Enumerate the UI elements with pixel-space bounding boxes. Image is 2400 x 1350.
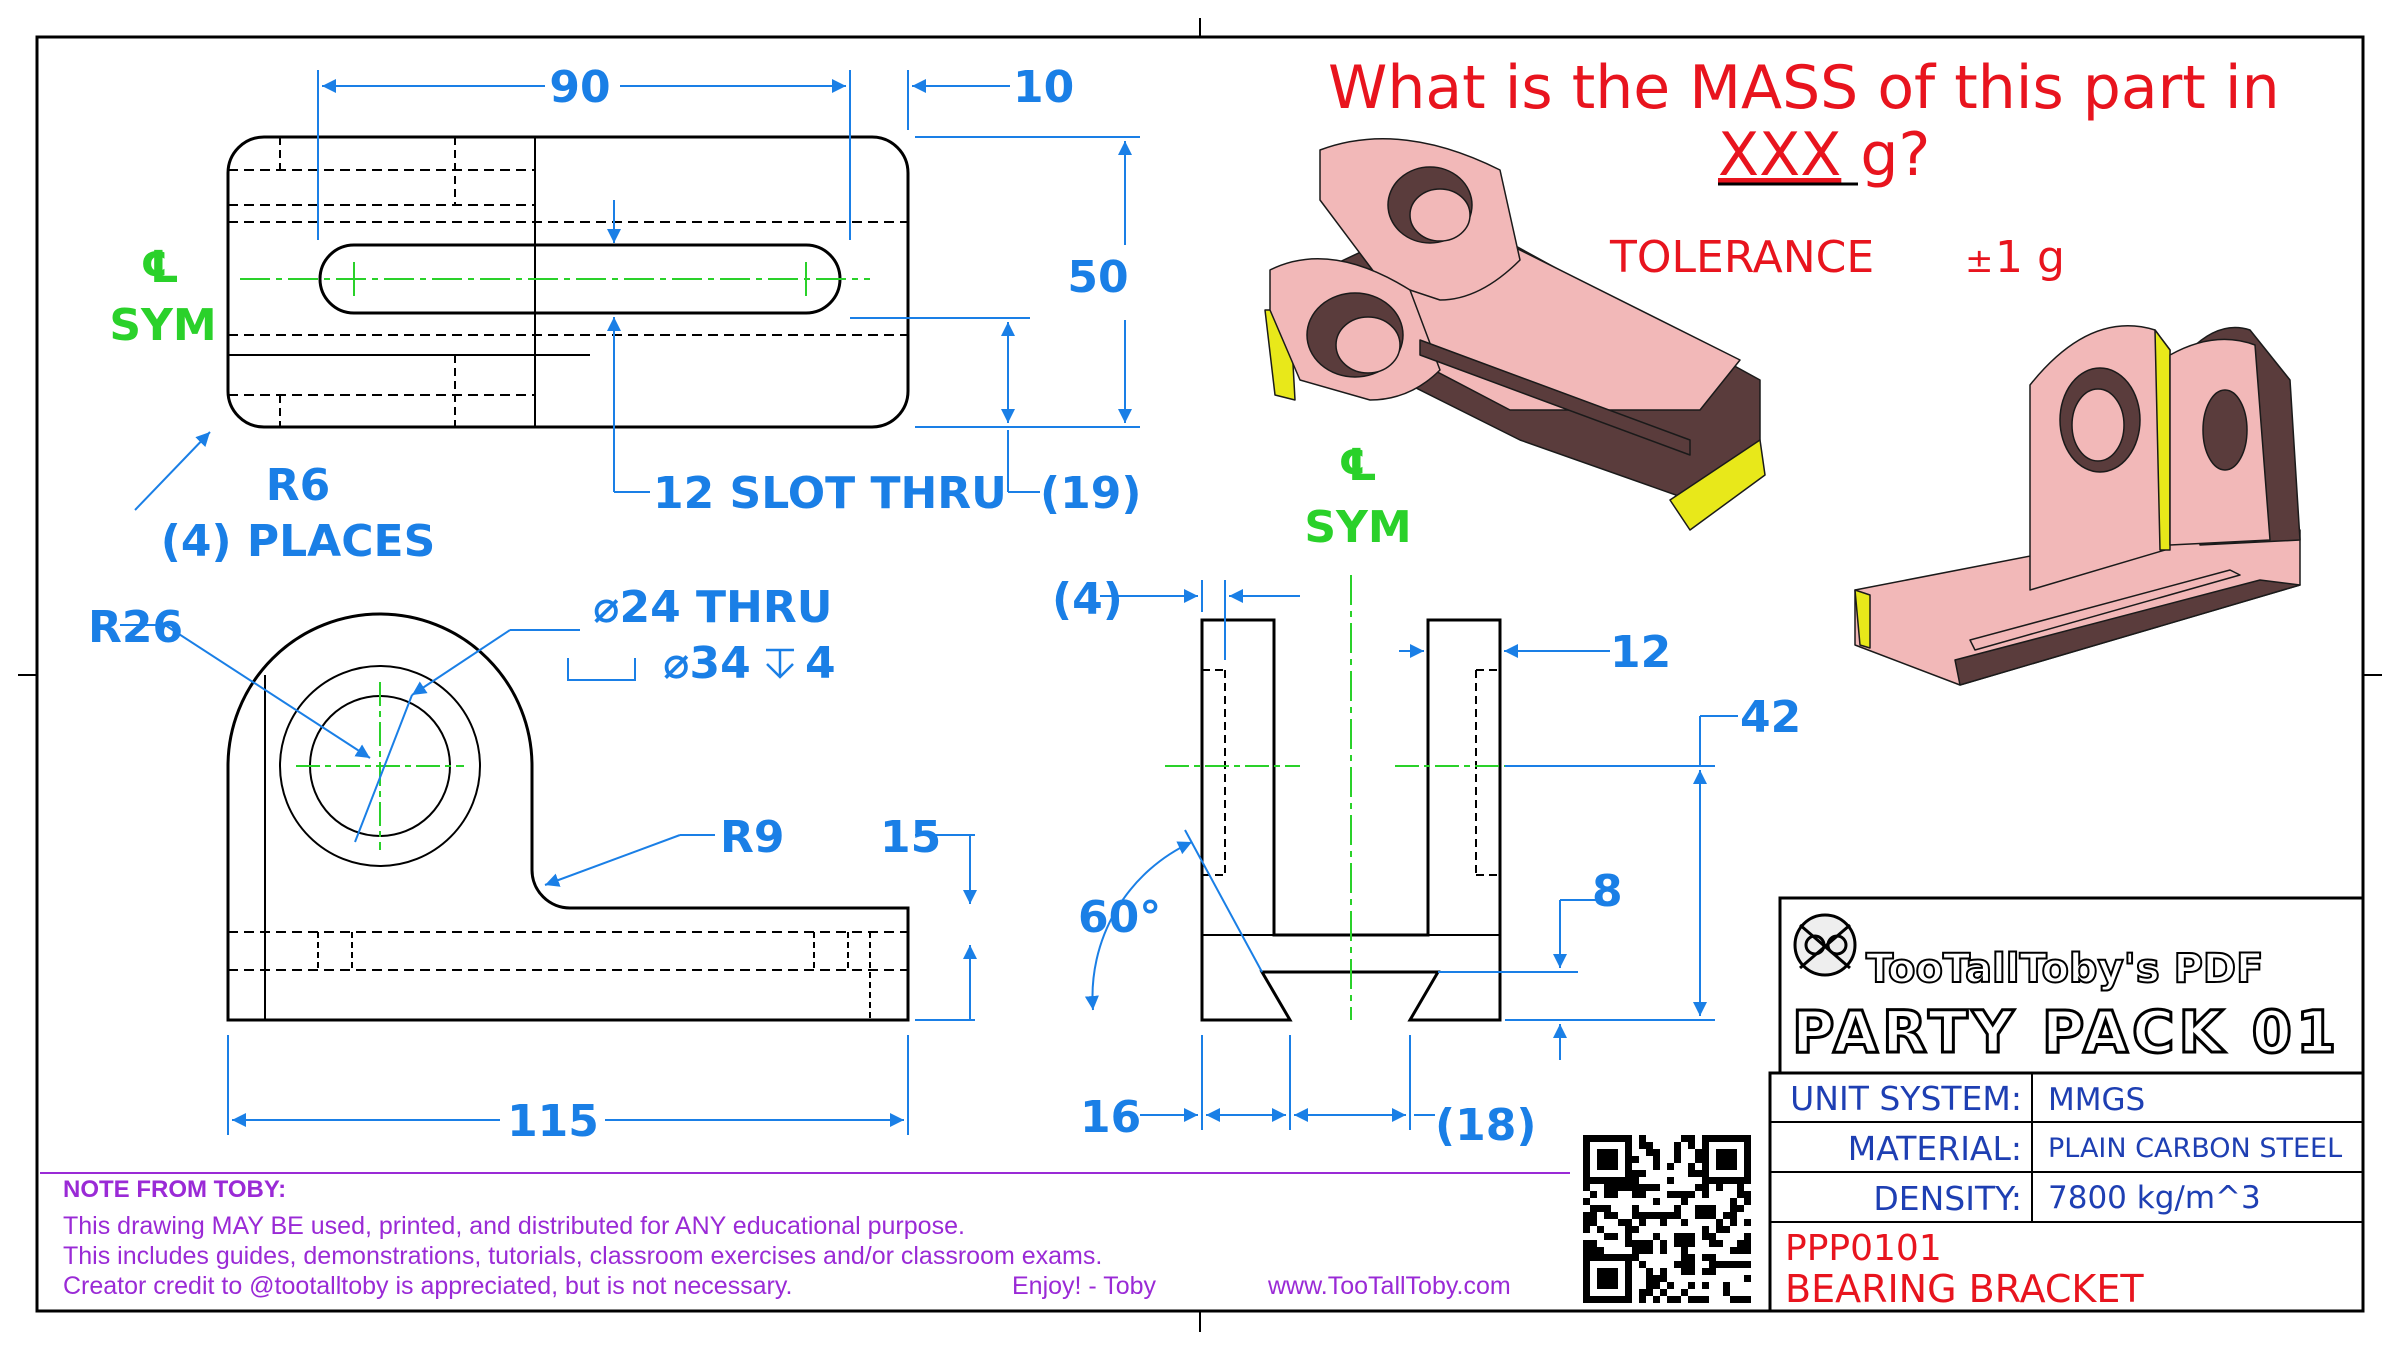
dim-12-wall: 12 xyxy=(1610,627,1671,678)
density-value: 7800 kg/m^3 xyxy=(2048,1180,2261,1216)
dim-10: 10 xyxy=(1013,62,1074,113)
dim-cbore-depth: 4 xyxy=(805,638,836,689)
centerline-symbol-side: ℄ xyxy=(1338,440,1377,491)
part-name: BEARING BRACKET xyxy=(1785,1267,2144,1311)
front-view xyxy=(226,612,910,1022)
depth-icon xyxy=(766,648,794,679)
logo-text: TooTallToby's PDF xyxy=(1866,946,2263,992)
tolerance-pm: ± xyxy=(1965,241,1994,281)
top-view-dims xyxy=(134,70,1140,511)
note-signoff: Enjoy! - Toby xyxy=(1012,1272,1157,1300)
dim-50: 50 xyxy=(1067,252,1128,303)
question-xxx: XXX xyxy=(1718,120,1841,190)
density-label: DENSITY: xyxy=(1873,1179,2022,1218)
dim-42: 42 xyxy=(1740,692,1801,743)
dim-hole: ⌀24 THRU xyxy=(593,582,833,633)
centerline-symbol-top: ℄ xyxy=(140,242,179,293)
question-line2: XXX g? xyxy=(1718,120,1930,190)
logo-icon xyxy=(1793,913,1857,977)
tolerance-label: TOLERANCE xyxy=(1609,232,1874,283)
iso-part-view-2 xyxy=(1854,325,2301,686)
iso-part-view-1 xyxy=(1264,138,1766,531)
dim-15: 15 xyxy=(880,812,941,863)
tolerance-value: 1 g xyxy=(1995,232,2065,283)
unit-system-value: MMGS xyxy=(2048,1082,2145,1118)
note-line-1: This drawing MAY BE used, printed, and d… xyxy=(63,1212,965,1240)
qr-code-image xyxy=(1579,1131,1755,1307)
top-view xyxy=(226,135,910,429)
party-pack-title: PARTY PACK 01 xyxy=(1792,998,2340,1066)
front-view-dims xyxy=(120,624,977,1135)
centerline-sym-top: SYM xyxy=(109,300,216,351)
note-line-3: Creator credit to @tootalltoby is apprec… xyxy=(63,1272,793,1300)
title-block: TooTallToby's PDF PARTY PACK 01 UNIT SYS… xyxy=(1768,896,2365,1313)
question-line1: What is the MASS of this part in xyxy=(1328,53,2280,123)
dim-r26: R26 xyxy=(88,602,183,653)
question-unit: g? xyxy=(1841,120,1930,190)
dim-115: 115 xyxy=(507,1096,599,1147)
zone-ticks xyxy=(18,18,2382,1332)
dim-8: 8 xyxy=(1592,866,1623,917)
dim-r6-places: (4) PLACES xyxy=(161,516,436,567)
side-view xyxy=(1165,575,1540,1022)
dim-slot: 12 SLOT THRU xyxy=(653,468,1007,519)
dim-angle-60: 60° xyxy=(1078,892,1161,943)
dim-16: 16 xyxy=(1080,1092,1141,1143)
dim-r9: R9 xyxy=(720,812,785,863)
dim-r6: R6 xyxy=(266,460,331,511)
dim-4-ref: (4) xyxy=(1052,574,1123,625)
website-link[interactable]: www.TooTallToby.com xyxy=(1268,1272,1511,1300)
material-value: PLAIN CARBON STEEL xyxy=(2048,1133,2342,1164)
note-line-2: This includes guides, demonstrations, tu… xyxy=(63,1242,1103,1270)
unit-system-label: UNIT SYSTEM: xyxy=(1790,1079,2022,1118)
material-label: MATERIAL: xyxy=(1848,1129,2022,1168)
side-view-dims xyxy=(1084,580,1738,1130)
dim-18-ref: (18) xyxy=(1435,1100,1536,1151)
dim-19-ref: (19) xyxy=(1040,468,1141,519)
dim-cbore: ⌀34 xyxy=(663,638,751,689)
note-heading: NOTE FROM TOBY: xyxy=(63,1176,287,1203)
part-number: PPP0101 xyxy=(1785,1228,1942,1269)
centerline-sym-side: SYM xyxy=(1304,502,1411,553)
dim-90: 90 xyxy=(549,62,610,113)
